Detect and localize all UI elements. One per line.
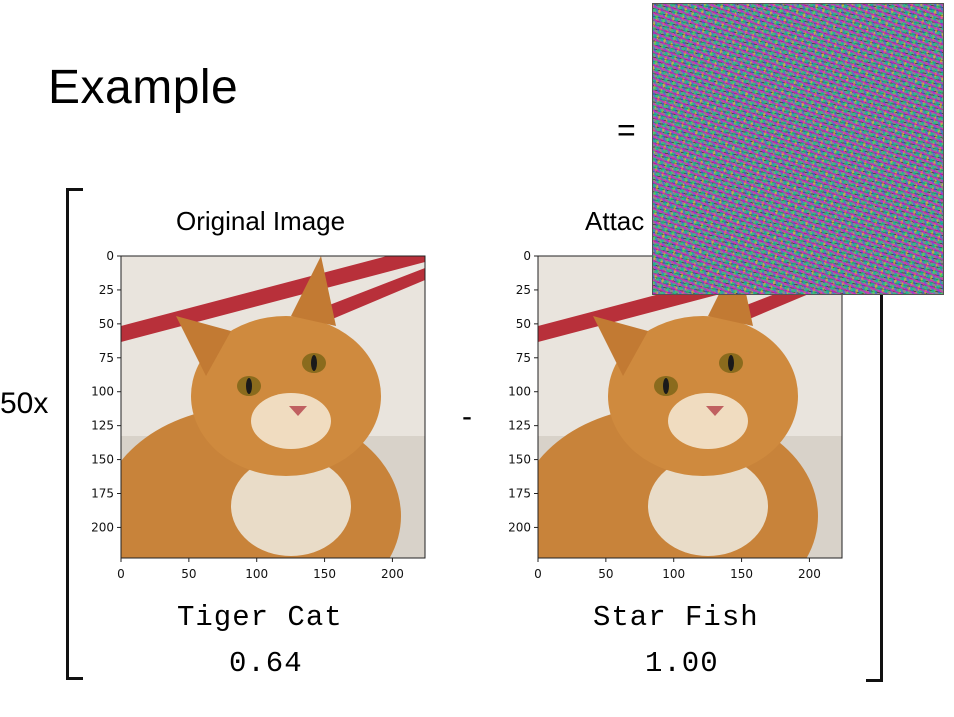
y-tick-label: 150 — [508, 453, 531, 467]
x-tick-label: 100 — [245, 567, 268, 581]
original-confidence: 0.64 — [229, 647, 303, 680]
y-tick-label: 0 — [523, 249, 531, 263]
minus-operator: - — [462, 400, 472, 433]
left-bracket — [66, 188, 83, 680]
y-tick-label: 150 — [91, 453, 114, 467]
x-tick-label: 0 — [534, 567, 542, 581]
slide-title: Example — [48, 61, 239, 114]
attacked-image-title: Attac — [585, 206, 645, 236]
y-tick-label: 25 — [516, 283, 531, 297]
attacked-confidence: 1.00 — [645, 647, 719, 680]
y-tick-label: 175 — [91, 487, 114, 501]
x-tick-label: 0 — [117, 567, 125, 581]
y-tick-label: 0 — [106, 249, 114, 263]
cat-photo — [121, 256, 425, 558]
x-tick-label: 100 — [662, 567, 685, 581]
y-tick-label: 100 — [91, 385, 114, 399]
y-tick-label: 200 — [508, 520, 531, 534]
x-tick-label: 50 — [598, 567, 613, 581]
y-tick-label: 100 — [508, 385, 531, 399]
original-image-title: Original Image — [176, 206, 346, 236]
y-tick-label: 200 — [91, 520, 114, 534]
multiplier-label: 50x — [0, 387, 49, 420]
y-tick-label: 75 — [516, 351, 531, 365]
y-tick-label: 50 — [516, 317, 531, 331]
cat-photo — [538, 256, 842, 558]
image-axes: 0 25 50 75 100 125 150 175 200 0 50 100 150 200 — [91, 249, 426, 581]
x-tick-label: 200 — [381, 567, 404, 581]
y-tick-label: 25 — [99, 283, 114, 297]
y-tick-label: 75 — [99, 351, 114, 365]
x-tick-label: 150 — [730, 567, 753, 581]
x-tick-label: 50 — [181, 567, 196, 581]
y-tick-label: 125 — [91, 419, 114, 433]
y-tick-label: 175 — [508, 487, 531, 501]
attacked-class-label: Star Fish — [593, 601, 759, 634]
y-tick-label: 125 — [508, 419, 531, 433]
x-tick-label: 200 — [798, 567, 821, 581]
x-tick-label: 150 — [313, 567, 336, 581]
original-class-label: Tiger Cat — [177, 601, 343, 634]
adversarial-noise-image — [652, 3, 944, 295]
equals-operator: = — [617, 112, 636, 148]
image-axes: 0 25 50 75 100 125 150 175 200 0 50 100 150 200 — [508, 249, 843, 581]
y-tick-label: 50 — [99, 317, 114, 331]
